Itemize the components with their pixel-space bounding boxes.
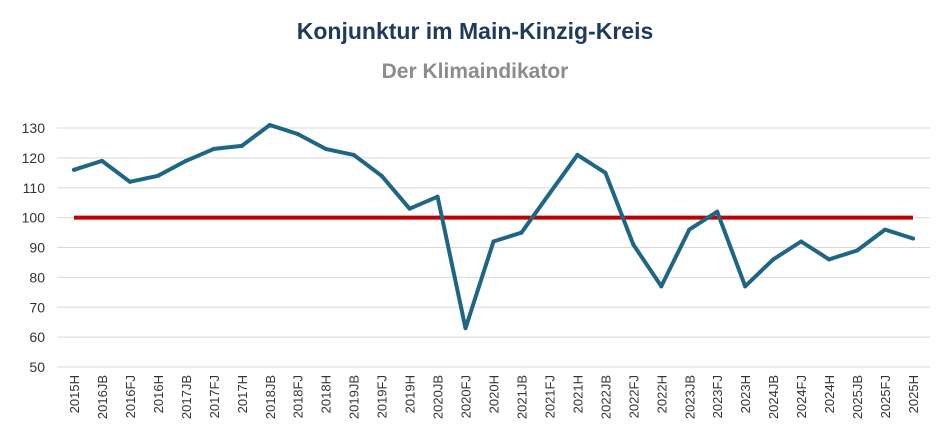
- x-tick-label: 2017FJ: [207, 375, 222, 418]
- data-point: [743, 284, 748, 289]
- series-line: [72, 123, 915, 331]
- x-tick-label: 2015H: [67, 375, 82, 413]
- data-point: [659, 284, 664, 289]
- data-point: [323, 146, 328, 151]
- x-tick-label: 2016H: [151, 375, 166, 413]
- x-tick-label: 2018H: [319, 375, 334, 413]
- x-tick-label: 2024JB: [766, 375, 781, 419]
- data-point: [911, 236, 915, 241]
- x-tick-label: 2021FJ: [542, 375, 557, 418]
- y-tick-label: 60: [29, 329, 45, 345]
- data-point: [351, 152, 356, 157]
- x-tick-label: 2018FJ: [291, 375, 306, 418]
- x-tick-label: 2020H: [487, 375, 502, 413]
- data-point: [239, 143, 244, 148]
- x-axis-ticks: 2015H 2016JB 2016FJ 2016H 2017JB 2017FJ 2017H 2…: [67, 375, 921, 419]
- x-tick-label: 2019JB: [347, 375, 362, 419]
- data-point: [575, 152, 580, 157]
- y-tick-label: 90: [29, 240, 45, 256]
- x-tick-label: 2020JB: [431, 375, 446, 419]
- data-point: [295, 131, 300, 136]
- data-point: [883, 227, 888, 232]
- x-tick-label: 2017JB: [179, 375, 194, 419]
- x-tick-label: 2018JB: [263, 375, 278, 419]
- x-tick-label: 2019FJ: [375, 375, 390, 418]
- data-point: [463, 326, 468, 331]
- data-point: [491, 239, 496, 244]
- y-tick-label: 110: [23, 180, 46, 196]
- data-point: [855, 248, 860, 253]
- x-tick-label: 2016FJ: [123, 375, 138, 418]
- data-point: [547, 191, 552, 196]
- x-tick-label: 2017H: [235, 375, 250, 413]
- x-tick-label: 2023FJ: [710, 375, 725, 418]
- x-tick-label: 2022H: [654, 375, 669, 413]
- x-tick-label: 2025JB: [850, 375, 865, 419]
- data-point: [99, 158, 104, 163]
- y-tick-label: 70: [29, 299, 45, 315]
- x-tick-label: 2020FJ: [459, 375, 474, 418]
- data-point: [183, 158, 188, 163]
- data-point: [267, 123, 272, 128]
- data-point: [155, 173, 160, 178]
- x-tick-label: 2022FJ: [626, 375, 641, 418]
- x-tick-label: 2025FJ: [878, 375, 893, 418]
- x-tick-label: 2025H: [906, 375, 921, 413]
- chart-title: Konjunktur im Main-Kinzig-Kreis: [296, 18, 654, 44]
- x-tick-label: 2019H: [403, 375, 418, 413]
- data-point: [771, 257, 776, 262]
- x-tick-label: 2023H: [738, 375, 753, 413]
- chart-subtitle: Der Klimaindikator: [381, 60, 569, 83]
- data-point: [72, 167, 76, 172]
- y-tick-label: 50: [29, 359, 45, 375]
- y-axis-ticks: 130 120 110 100 90 80 70 60 50: [22, 120, 46, 375]
- x-tick-label: 2016JB: [95, 375, 110, 419]
- data-point: [631, 242, 636, 247]
- data-point: [519, 230, 524, 235]
- data-point: [715, 209, 720, 214]
- y-tick-label: 130: [22, 120, 46, 136]
- x-tick-label: 2021JB: [514, 375, 529, 419]
- data-point: [211, 146, 216, 151]
- data-point: [407, 206, 412, 211]
- data-point: [379, 173, 384, 178]
- x-tick-label: 2023JB: [682, 375, 697, 419]
- y-tick-label: 100: [22, 210, 46, 226]
- y-tick-label: 80: [29, 269, 45, 285]
- gridlines: [57, 127, 930, 368]
- x-tick-label: 2022JB: [598, 375, 613, 419]
- series-group: [72, 123, 915, 331]
- data-point: [799, 239, 804, 244]
- x-tick-label: 2024FJ: [794, 375, 809, 418]
- y-tick-label: 120: [22, 150, 46, 166]
- data-point: [603, 170, 608, 175]
- x-tick-label: 2021H: [570, 375, 585, 413]
- x-tick-label: 2024H: [822, 375, 837, 413]
- data-point: [127, 179, 132, 184]
- data-point: [827, 257, 832, 262]
- data-point: [687, 227, 692, 232]
- data-point: [435, 194, 440, 199]
